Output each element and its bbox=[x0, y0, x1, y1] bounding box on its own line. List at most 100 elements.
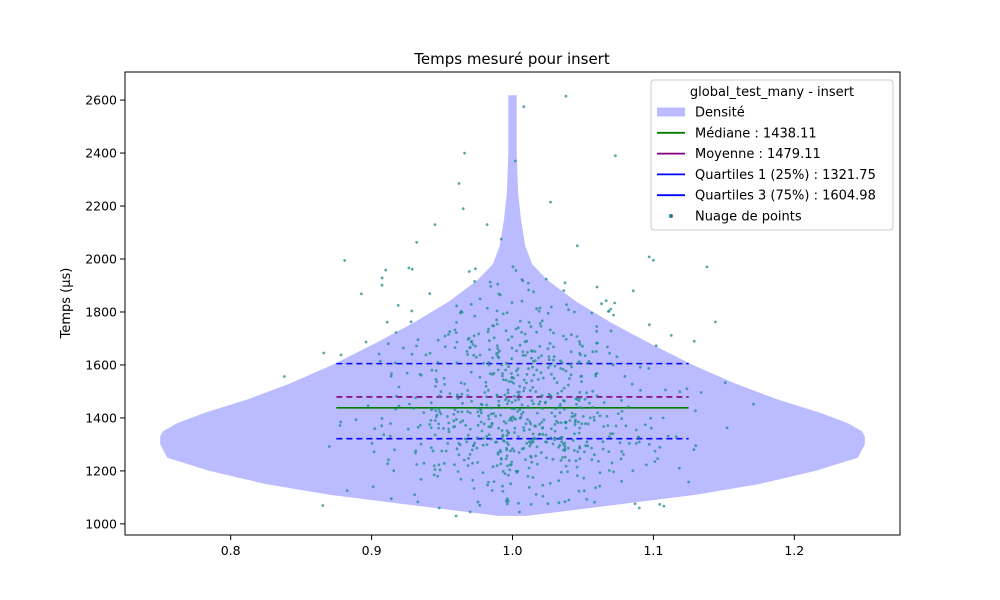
scatter-point bbox=[505, 311, 509, 314]
scatter-point bbox=[392, 469, 396, 473]
scatter-point bbox=[452, 413, 456, 416]
scatter-point bbox=[549, 396, 553, 400]
scatter-point bbox=[583, 397, 587, 401]
legend-entry-label: Médiane : 1438.11 bbox=[695, 126, 817, 141]
scatter-point bbox=[529, 442, 532, 446]
scatter-point bbox=[476, 500, 480, 504]
scatter-point bbox=[477, 332, 480, 336]
scatter-point bbox=[506, 388, 510, 392]
scatter-point bbox=[455, 447, 459, 451]
scatter-point bbox=[388, 434, 392, 438]
scatter-point bbox=[513, 399, 517, 402]
scatter-point bbox=[643, 423, 647, 427]
scatter-point bbox=[432, 464, 436, 468]
scatter-point bbox=[366, 404, 370, 408]
scatter-point bbox=[447, 333, 450, 336]
scatter-point bbox=[530, 439, 534, 442]
scatter-point bbox=[609, 432, 612, 435]
scatter-point bbox=[661, 416, 665, 420]
scatter-point bbox=[564, 369, 568, 373]
scatter-point bbox=[466, 410, 470, 413]
scatter-point bbox=[283, 375, 286, 378]
scatter-point bbox=[501, 312, 505, 316]
scatter-point bbox=[538, 400, 542, 404]
scatter-point bbox=[492, 336, 496, 340]
scatter-point bbox=[517, 451, 521, 454]
scatter-point bbox=[530, 356, 533, 360]
scatter-point bbox=[386, 462, 389, 466]
y-tick-label: 2200 bbox=[85, 199, 117, 214]
scatter-point bbox=[428, 351, 432, 355]
scatter-point bbox=[565, 303, 568, 307]
scatter-point bbox=[620, 417, 623, 420]
scatter-point bbox=[552, 345, 555, 349]
scatter-point bbox=[507, 431, 511, 435]
scatter-point bbox=[605, 414, 609, 418]
scatter-point bbox=[510, 376, 514, 379]
scatter-point bbox=[558, 443, 562, 447]
scatter-point bbox=[674, 435, 678, 439]
scatter-point bbox=[461, 207, 465, 211]
scatter-point bbox=[510, 460, 514, 464]
scatter-point bbox=[495, 464, 499, 467]
scatter-point bbox=[607, 450, 611, 453]
scatter-point bbox=[354, 418, 358, 421]
scatter-point bbox=[487, 417, 491, 421]
scatter-point bbox=[669, 334, 673, 337]
y-axis-label: Temps (µs) bbox=[59, 268, 74, 340]
scatter-point bbox=[563, 455, 567, 459]
scatter-point bbox=[468, 346, 472, 349]
scatter-point bbox=[322, 351, 326, 355]
scatter-point bbox=[470, 399, 473, 403]
scatter-point bbox=[528, 420, 532, 423]
scatter-point bbox=[607, 309, 611, 313]
scatter-point bbox=[548, 482, 552, 485]
scatter-point bbox=[489, 437, 493, 441]
scatter-point bbox=[630, 382, 634, 386]
legend-box bbox=[650, 79, 894, 231]
scatter-point bbox=[422, 461, 426, 465]
scatter-point bbox=[321, 504, 325, 507]
scatter-point bbox=[613, 301, 616, 305]
scatter-point bbox=[490, 421, 494, 425]
scatter-point bbox=[518, 343, 522, 347]
scatter-point bbox=[620, 409, 624, 413]
scatter-point bbox=[394, 407, 398, 411]
scatter-point bbox=[478, 353, 482, 357]
scatter-point bbox=[567, 459, 571, 462]
scatter-point bbox=[527, 288, 530, 292]
scatter-point bbox=[538, 432, 542, 436]
scatter-point bbox=[616, 412, 620, 415]
scatter-point bbox=[578, 406, 582, 409]
scatter-point bbox=[467, 336, 471, 340]
scatter-point bbox=[526, 405, 530, 409]
scatter-point bbox=[517, 398, 520, 401]
scatter-point bbox=[568, 419, 572, 422]
x-tick-label: 1.1 bbox=[643, 543, 663, 558]
scatter-point bbox=[495, 309, 499, 313]
scatter-point bbox=[479, 420, 483, 424]
scatter-point bbox=[499, 413, 502, 417]
scatter-point bbox=[654, 344, 658, 348]
scatter-point bbox=[505, 434, 509, 437]
scatter-point bbox=[577, 431, 581, 435]
scatter-point bbox=[509, 463, 513, 467]
legend-entry-label: Quartiles 1 (25%) : 1321.75 bbox=[695, 168, 876, 183]
y-tick-label: 1200 bbox=[85, 463, 117, 478]
scatter-point bbox=[454, 514, 458, 518]
scatter-point bbox=[490, 412, 493, 416]
scatter-point bbox=[559, 367, 563, 370]
scatter-point bbox=[430, 446, 433, 449]
scatter-point bbox=[586, 422, 590, 426]
scatter-point bbox=[520, 413, 523, 416]
scatter-point bbox=[540, 354, 543, 358]
scatter-point bbox=[439, 390, 443, 394]
scatter-point bbox=[581, 344, 584, 348]
scatter-point bbox=[419, 373, 423, 377]
scatter-point bbox=[473, 314, 477, 318]
scatter-point bbox=[558, 405, 562, 409]
scatter-point bbox=[486, 306, 489, 310]
scatter-point bbox=[397, 385, 401, 389]
scatter-point bbox=[662, 504, 666, 508]
scatter-point bbox=[480, 403, 484, 407]
